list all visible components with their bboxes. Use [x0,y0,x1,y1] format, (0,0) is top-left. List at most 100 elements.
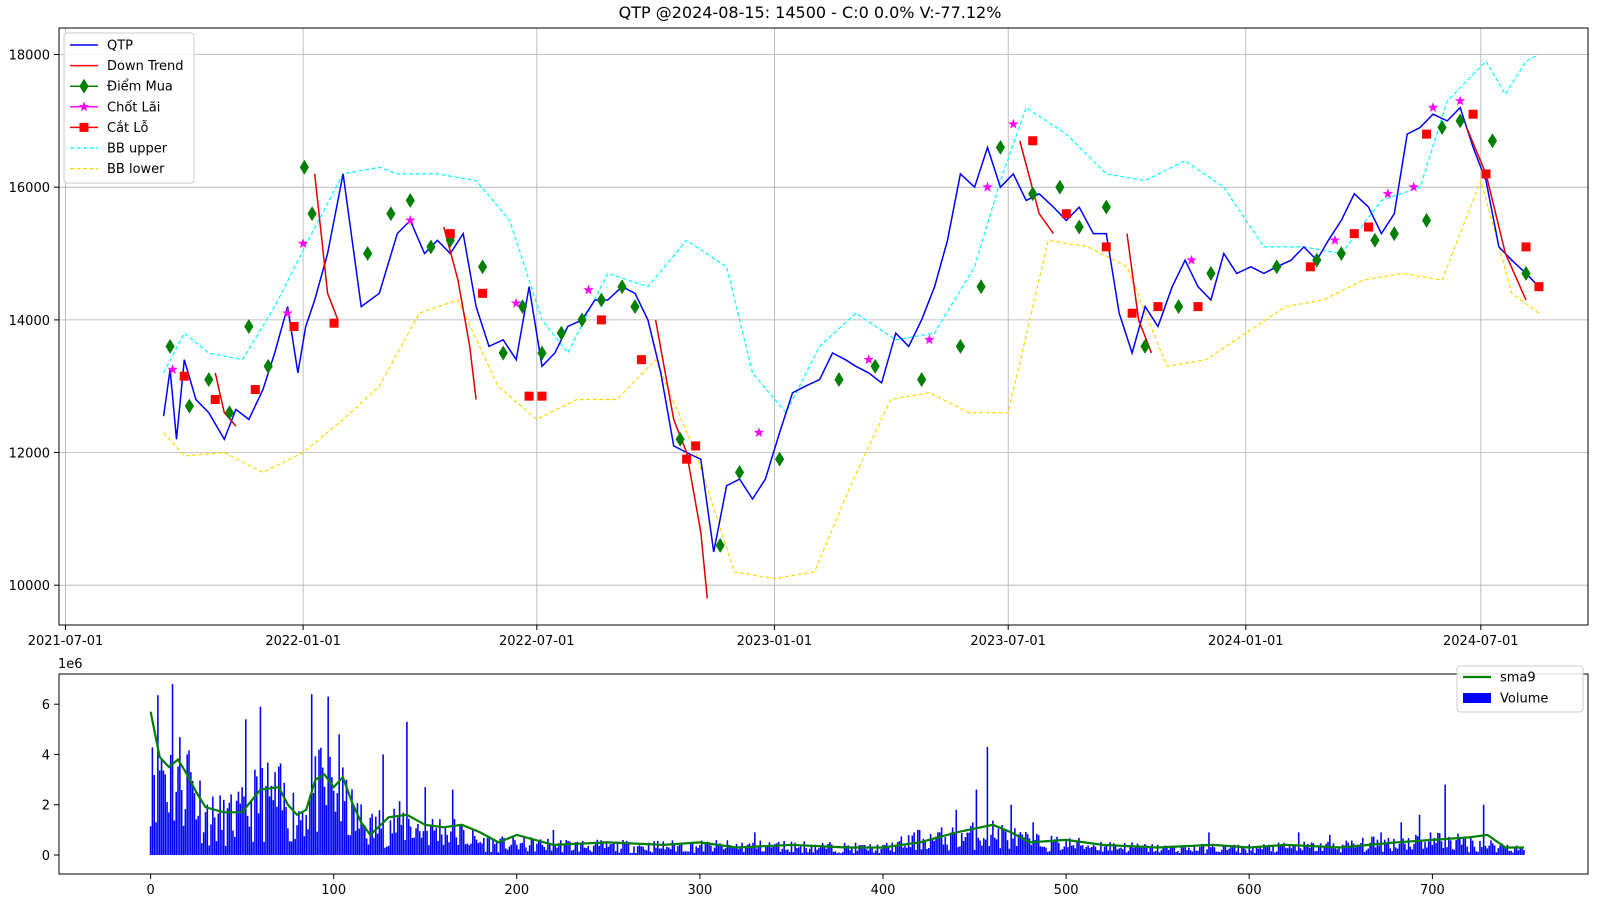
volume-bar [819,845,822,855]
legend-entry: Điểm Mua [70,78,173,95]
buy-point-marker [630,299,640,315]
volume-bar [1424,841,1426,855]
buy-point-marker [617,279,627,295]
volume-bar [1111,850,1113,855]
y-tick-label: 12000 [9,447,50,462]
volume-bar [1242,846,1245,855]
volume-bar [195,819,198,855]
volume-bar [783,841,785,855]
volume-bar [1204,853,1207,855]
volume-bar [151,747,154,855]
volume-bar [752,842,754,855]
down-trend-segment [214,372,237,427]
volume-bar [600,840,602,855]
volume-bar [512,836,514,855]
volume-bar [893,851,895,855]
volume-bar [1464,838,1467,855]
volume-bar [1290,848,1293,855]
volume-bar [939,832,941,855]
volume-bar [1382,851,1384,855]
buy-point-marker [1487,133,1498,149]
volume-bar [1193,846,1196,855]
volume-bar [973,849,976,855]
buy-point-marker [1074,219,1084,235]
buy-point-marker [556,325,566,341]
volume-bar [761,851,763,855]
volume-bar [472,829,474,855]
volume-bar [1188,847,1190,855]
volume-bar [1354,847,1357,855]
volume-bar [673,845,676,855]
volume-bar [1032,822,1034,855]
volume-bar [832,851,835,855]
volume-bar [1140,847,1142,855]
volume-bar [902,847,904,855]
volume-bar [199,780,201,855]
volume-bar [1279,846,1282,855]
volume-bar [1459,838,1461,855]
buy-point-marker [1055,179,1065,195]
legend-entry: Down Trend [70,59,184,74]
chart-title: QTP @2024-08-15: 14500 - C:0 0.0% V:-77.… [619,3,1002,22]
buy-point-marker [1140,338,1150,354]
y-tick-label: 18000 [9,49,50,64]
volume-bar [777,841,780,855]
volume-bar [1393,838,1395,855]
volume-bar [816,849,818,855]
volume-bar [1413,843,1415,855]
volume-bar [873,852,875,855]
volume-bar [1028,838,1031,855]
volume-bar [241,787,243,855]
volume-bar [1418,814,1421,855]
volume-bar [201,843,203,855]
volume-bar [558,843,560,855]
volume-bar [841,852,844,855]
volume-bar [1058,842,1060,855]
legend-label: BB lower [107,162,165,177]
volume-bar [1043,846,1045,855]
volume-bar [591,851,593,855]
volume-bar [186,754,188,855]
volume-bar [578,851,580,855]
volume-bar [245,719,247,856]
volume-bar [810,846,813,855]
volume-bar [1398,843,1401,855]
legend-label: Volume [1500,692,1548,707]
volume-bar [1319,843,1322,855]
volume-bar [354,830,357,855]
take-profit-marker [282,307,293,318]
stop-loss-marker [478,288,488,298]
volume-bar [821,843,824,855]
buy-point-marker [165,338,175,354]
volume-bar [1488,845,1490,855]
volume-bar [1510,850,1512,855]
volume-bar [622,840,624,855]
volume-bar [197,815,199,855]
volume-bar [704,843,707,855]
volume-bar [1358,846,1360,855]
volume-bar [153,775,155,855]
volume-bar [1092,845,1095,855]
stop-loss-marker [596,315,606,325]
volume-bar [680,844,683,855]
volume-bar [1122,849,1124,855]
volume-bar [787,849,789,855]
volume-bar [1429,832,1432,855]
volume-bar [530,837,533,855]
volume-bar [805,848,807,855]
x-tick-label: 100 [321,883,346,898]
volume-bar [1087,845,1089,855]
volume-bar [556,847,558,855]
volume-bar [926,849,928,855]
volume-bar [1076,840,1078,855]
take-profit-marker [1186,254,1197,265]
volume-bar [807,852,809,855]
volume-bar [818,848,820,855]
volume-bar [1023,837,1025,855]
price-panel: 2021-07-01 2022-01-01 2022-07-01 2023-01-01… [9,27,1589,649]
volume-bar [1080,845,1082,855]
volume-bar [666,846,668,855]
buy-point-marker [1437,120,1447,135]
volume-bar [1026,834,1029,855]
volume-bars [149,684,1525,856]
